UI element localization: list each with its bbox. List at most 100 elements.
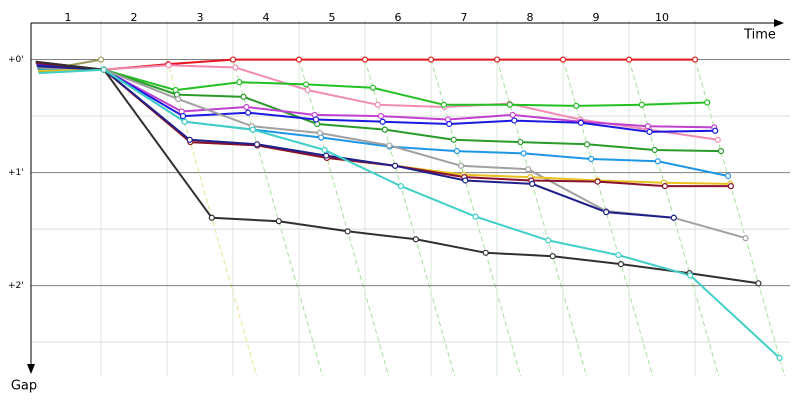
point xyxy=(617,261,625,268)
point xyxy=(379,118,386,125)
point xyxy=(511,117,518,124)
lap-label: 9 xyxy=(593,11,600,24)
lap-line xyxy=(298,59,390,377)
point xyxy=(670,214,677,221)
point xyxy=(236,79,243,86)
point xyxy=(573,102,580,109)
point xyxy=(186,136,193,143)
point xyxy=(381,126,388,133)
point xyxy=(316,129,323,137)
point xyxy=(776,354,783,362)
point xyxy=(615,251,622,259)
point xyxy=(440,101,447,108)
point xyxy=(229,56,237,63)
point xyxy=(453,147,461,155)
point xyxy=(391,162,399,169)
point xyxy=(742,235,749,242)
point xyxy=(712,127,719,134)
lap-label: 8 xyxy=(527,11,534,24)
point xyxy=(344,228,351,235)
point xyxy=(458,162,465,169)
point xyxy=(603,209,610,216)
point xyxy=(549,253,556,260)
point xyxy=(462,177,469,184)
point xyxy=(545,237,552,244)
point xyxy=(638,101,645,108)
y-tick-label: +2' xyxy=(8,281,24,291)
point xyxy=(583,141,591,148)
point xyxy=(179,112,187,120)
point xyxy=(577,119,585,126)
lap-line xyxy=(364,59,456,377)
point xyxy=(253,141,261,148)
point xyxy=(654,158,661,165)
point xyxy=(208,214,215,221)
point xyxy=(446,120,453,128)
point xyxy=(661,183,668,190)
point xyxy=(243,103,250,111)
point xyxy=(450,136,457,143)
lap-line xyxy=(562,59,654,377)
point xyxy=(472,213,479,220)
point xyxy=(691,56,699,63)
y-tick-label: +0' xyxy=(8,55,24,65)
point xyxy=(412,236,419,243)
point xyxy=(594,178,601,185)
point xyxy=(374,101,381,108)
lap-label: 2 xyxy=(130,11,137,24)
point xyxy=(312,116,320,123)
lap-label: 1 xyxy=(64,11,71,24)
lap-label: 5 xyxy=(329,11,336,24)
point xyxy=(369,84,377,91)
series-line xyxy=(36,65,674,219)
point xyxy=(175,96,182,103)
point xyxy=(232,64,239,71)
point xyxy=(509,111,516,119)
point xyxy=(165,62,172,69)
lap-line xyxy=(232,59,324,377)
y-axis-arrow xyxy=(27,364,35,374)
point xyxy=(323,152,330,159)
point xyxy=(304,86,311,94)
point xyxy=(244,109,252,116)
point xyxy=(302,81,310,88)
point xyxy=(704,99,711,106)
point xyxy=(249,126,256,133)
point xyxy=(482,249,489,256)
point xyxy=(295,56,303,63)
y-tick-label: +1' xyxy=(8,168,24,178)
point xyxy=(588,155,595,163)
lap-label: 4 xyxy=(263,11,270,24)
point xyxy=(717,147,725,155)
lap-line xyxy=(496,59,588,377)
point xyxy=(651,146,658,154)
point xyxy=(275,218,282,225)
point xyxy=(714,136,721,143)
point xyxy=(427,56,435,63)
point xyxy=(520,150,527,157)
x-axis-title: Time xyxy=(743,28,776,43)
point xyxy=(646,128,653,135)
lap-label: 10 xyxy=(655,11,669,24)
point xyxy=(321,146,328,154)
x-axis-arrow xyxy=(774,19,784,27)
point xyxy=(524,166,532,173)
point xyxy=(517,138,524,146)
point xyxy=(687,272,694,279)
point xyxy=(493,56,501,63)
lap-label: 3 xyxy=(197,11,204,24)
point xyxy=(361,56,369,63)
point xyxy=(644,123,652,130)
lap-label: 7 xyxy=(461,11,468,24)
point xyxy=(377,112,385,120)
point xyxy=(386,142,393,149)
point xyxy=(181,118,188,125)
point xyxy=(240,93,247,100)
point xyxy=(559,56,567,63)
point xyxy=(625,56,633,63)
point xyxy=(529,180,536,187)
lap-line xyxy=(694,59,786,377)
point xyxy=(727,183,734,190)
point xyxy=(506,101,513,108)
